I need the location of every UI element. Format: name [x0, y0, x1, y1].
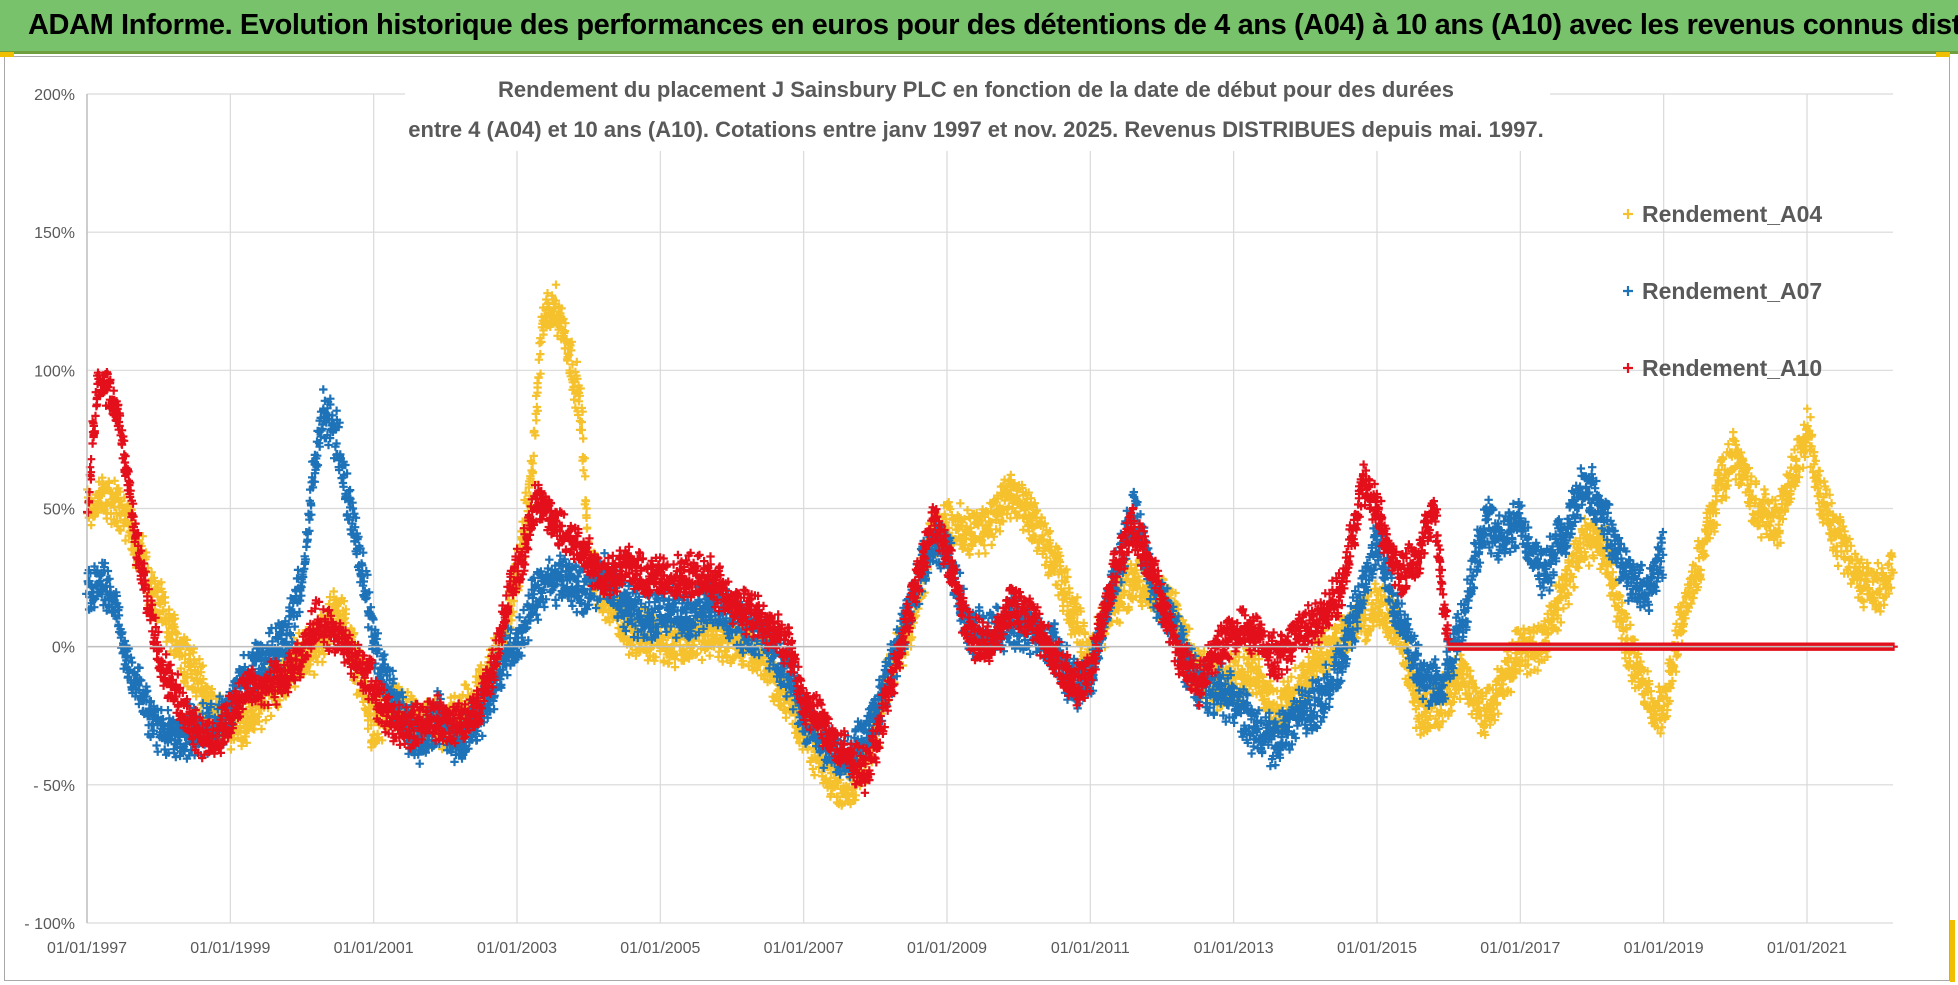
series-markers [82, 385, 1668, 782]
x-tick-label: 01/01/2001 [334, 940, 414, 957]
data-points [82, 280, 1898, 810]
x-tick-label: 01/01/2021 [1767, 940, 1847, 957]
chart-title-group: Rendement du placement J Sainsbury PLC e… [405, 63, 1550, 151]
x-tick-label: 01/01/2003 [477, 940, 557, 957]
legend: Rendement_A04 Rendement_A07 Rendement_A10 [1623, 201, 1822, 381]
legend-marker [1623, 363, 1633, 373]
x-tick-label: 01/01/2005 [620, 940, 700, 957]
chart-frame: 200% 150% 100% 50% 0% - 50% - 100% 01/01/1997 01… [4, 56, 1950, 981]
legend-label: Rendement_A10 [1642, 355, 1822, 381]
y-tick-label: 200% [34, 87, 75, 104]
chart-title-line-1: Rendement du placement J Sainsbury PLC e… [498, 77, 1454, 102]
y-tick-label: 150% [34, 225, 75, 242]
legend-label: Rendement_A07 [1642, 278, 1822, 304]
corner-marker-bottom-right [1950, 920, 1955, 982]
y-tick-label: - 100% [24, 916, 75, 933]
legend-label: Rendement_A04 [1642, 201, 1822, 227]
x-tick-label: 01/01/2015 [1337, 940, 1417, 957]
banner-title: ADAM Informe. Evolution historique des p… [28, 9, 1958, 41]
y-tick-label: 100% [34, 363, 75, 380]
x-tick-label: 01/01/2007 [764, 940, 844, 957]
x-tick-label: 01/01/1999 [190, 940, 270, 957]
x-tick-label: 01/01/2013 [1194, 940, 1274, 957]
y-tick-label: 50% [43, 502, 75, 519]
corner-marker-top-right [1936, 52, 1950, 57]
corner-marker-top-left [0, 52, 14, 57]
axes: 200% 150% 100% 50% 0% - 50% - 100% 01/01/1997 01… [24, 87, 1893, 957]
x-tick-label: 01/01/2009 [907, 940, 987, 957]
x-tick-label: 01/01/2011 [1051, 940, 1130, 957]
y-tick-label: - 50% [33, 778, 75, 795]
banner: ADAM Informe. Evolution historique des p… [0, 0, 1958, 54]
x-tick-label: 01/01/2017 [1480, 940, 1560, 957]
series-Rendement_A07 [82, 385, 1668, 782]
y-tick-label: 0% [52, 640, 75, 657]
scatter-chart: 200% 150% 100% 50% 0% - 50% - 100% 01/01/1997 01… [24, 63, 1898, 957]
chart-title-line-2: entre 4 (A04) et 10 ans (A10). Cotations… [408, 117, 1543, 142]
legend-marker [1623, 209, 1633, 219]
legend-marker [1623, 286, 1633, 296]
chart-title-background [405, 63, 1550, 151]
x-tick-label: 01/01/2019 [1624, 940, 1704, 957]
x-tick-label: 01/01/1997 [47, 940, 127, 957]
